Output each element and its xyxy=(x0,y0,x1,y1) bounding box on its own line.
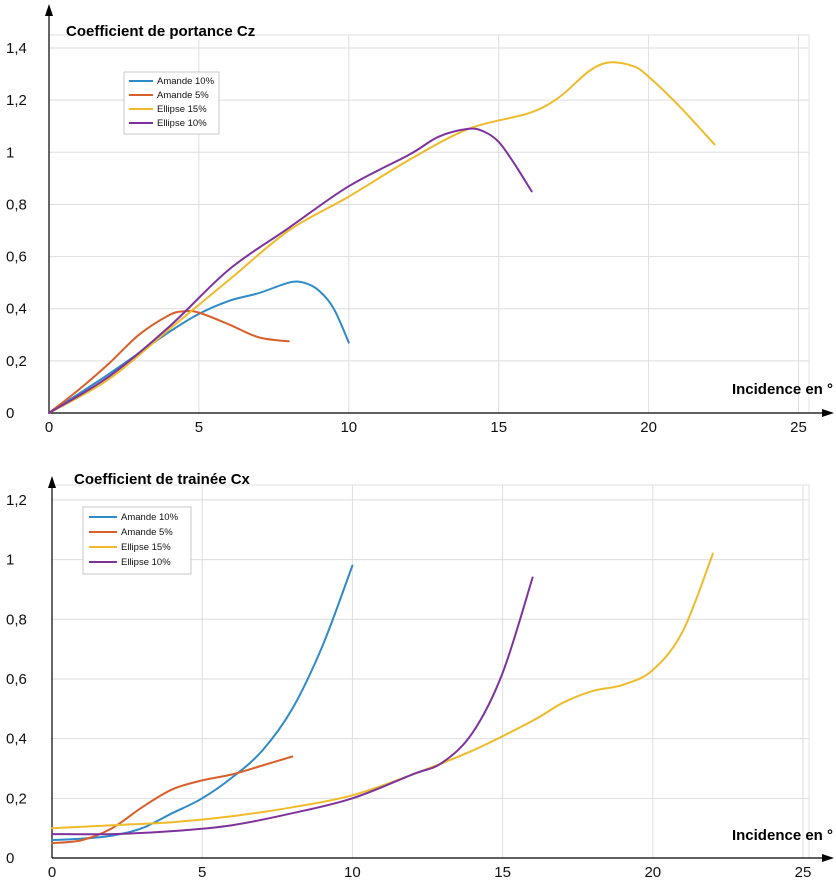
lift-y-tick-label: 0,6 xyxy=(6,249,27,266)
lift-legend-label-amande5: Amande 5% xyxy=(157,90,209,101)
lift-x-axis-arrow xyxy=(822,409,834,417)
lift-y-axis-arrow xyxy=(45,4,53,16)
drag-legend: Amande 10% Amande 5% Ellipse 15% Ellipse… xyxy=(82,506,192,575)
drag-y-tick-label: 0 xyxy=(6,850,14,867)
drag-series xyxy=(51,552,714,845)
drag-legend-label-ellipse15: Ellipse 15% xyxy=(121,542,171,553)
drag-x-tick-label: 10 xyxy=(344,864,361,881)
drag-legend-label-ellipse10: Ellipse 10% xyxy=(121,557,171,568)
lift-y-tick-label: 1,2 xyxy=(6,92,27,109)
lift-x-tick-label: 5 xyxy=(195,419,203,436)
lift-y-tick-label: 0,8 xyxy=(6,196,27,213)
lift-grid xyxy=(49,35,809,413)
drag-x-tick-label: 0 xyxy=(48,864,56,881)
lift-legend-label-ellipse10: Ellipse 10% xyxy=(157,118,207,129)
lift-y-tick-label: 0,4 xyxy=(6,301,27,318)
lift-x-tick-label: 10 xyxy=(340,419,357,436)
lift-x-ticks: 0 5 10 15 20 25 xyxy=(45,419,807,436)
drag-y-tick-label: 1 xyxy=(6,552,14,569)
drag-y-tick-label: 0,4 xyxy=(6,731,27,748)
lift-series-line-ellipse15 xyxy=(48,61,716,414)
lift-series xyxy=(48,61,716,414)
drag-x-axis-arrow xyxy=(822,854,834,862)
lift-title: Coefficient de portance Cz xyxy=(66,23,255,40)
drag-y-tick-label: 0,6 xyxy=(6,671,27,688)
drag-chart: 0 0,2 0,4 0,6 0,8 1 1,2 0 5 10 15 20 25 Coefficient… xyxy=(6,471,834,881)
drag-x-tick-label: 5 xyxy=(198,864,206,881)
lift-chart: 0 0,2 0,4 0,6 0,8 1 1,2 1,4 0 5 10 15 20 25 Coeffici… xyxy=(6,4,834,436)
drag-legend-label-amande10: Amande 10% xyxy=(121,512,179,523)
drag-y-tick-label: 0,8 xyxy=(6,611,27,628)
drag-legend-label-amande5: Amande 5% xyxy=(121,527,173,538)
lift-series-line-amande5 xyxy=(48,309,290,414)
lift-legend-label-amande10: Amande 10% xyxy=(157,76,215,87)
drag-x-tick-label: 20 xyxy=(644,864,661,881)
lift-x-tick-label: 25 xyxy=(790,419,807,436)
lift-legend-label-ellipse15: Ellipse 15% xyxy=(157,104,207,115)
drag-title: Coefficient de trainée Cx xyxy=(74,471,251,488)
drag-y-ticks: 0 0,2 0,4 0,6 0,8 1 1,2 xyxy=(6,492,27,867)
lift-legend: Amande 10% Amande 5% Ellipse 15% Ellipse… xyxy=(123,71,220,135)
drag-series-line-ellipse10 xyxy=(51,576,534,836)
lift-y-tick-label: 1,4 xyxy=(6,40,27,57)
drag-x-tick-label: 15 xyxy=(494,864,511,881)
drag-grid xyxy=(52,485,809,858)
drag-x-axis-label: Incidence en ° xyxy=(732,827,833,844)
drag-series-line-amande5 xyxy=(51,755,294,845)
lift-y-tick-label: 0,2 xyxy=(6,353,27,370)
lift-y-ticks: 0 0,2 0,4 0,6 0,8 1 1,2 1,4 xyxy=(6,40,27,422)
lift-series-line-ellipse10 xyxy=(48,127,533,414)
drag-y-tick-label: 0,2 xyxy=(6,790,27,807)
lift-y-tick-label: 0 xyxy=(6,405,14,422)
lift-x-axis-label: Incidence en ° xyxy=(732,381,833,398)
drag-series-line-ellipse15 xyxy=(51,552,714,830)
drag-y-axis-arrow xyxy=(48,476,56,488)
lift-y-tick-label: 1 xyxy=(6,144,14,161)
drag-x-ticks: 0 5 10 15 20 25 xyxy=(48,864,812,881)
lift-x-tick-label: 15 xyxy=(490,419,507,436)
lift-x-tick-label: 20 xyxy=(640,419,657,436)
drag-x-tick-label: 25 xyxy=(795,864,812,881)
drag-series-line-amande10 xyxy=(51,564,354,842)
drag-y-tick-label: 1,2 xyxy=(6,492,27,509)
lift-x-tick-label: 0 xyxy=(45,419,53,436)
